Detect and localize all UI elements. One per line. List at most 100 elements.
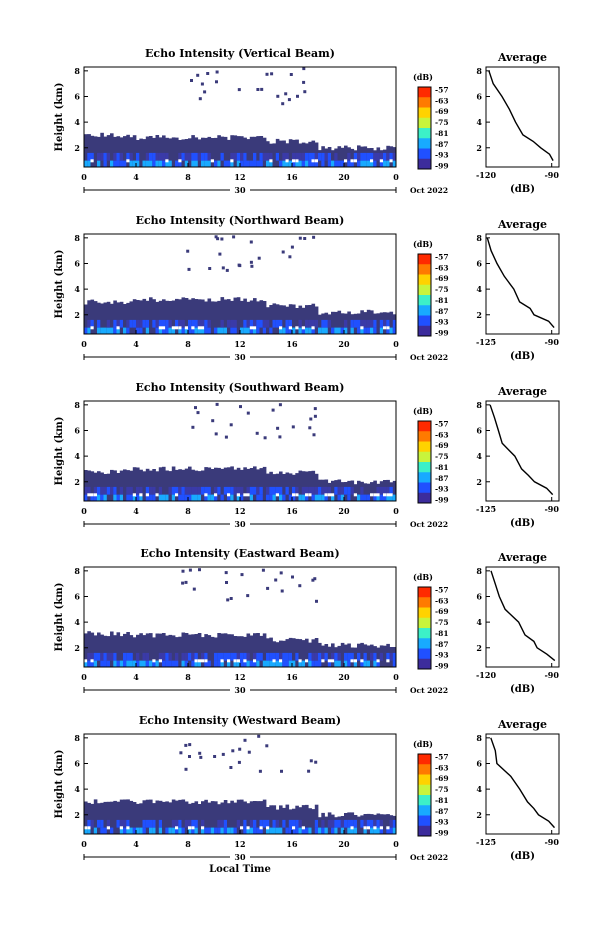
colorbar-label: -57: [435, 753, 449, 762]
heatmap-cell: [240, 327, 244, 334]
colorbar-label: -81: [435, 296, 449, 305]
heatmap-cell: [366, 494, 371, 501]
heatmap-cell: [272, 805, 277, 834]
heatmap-cell: [123, 469, 127, 501]
heatmap-cell: [129, 160, 134, 167]
heatmap-cell: [207, 319, 212, 328]
heatmap-cell: [113, 494, 117, 501]
heatmap-cell: [139, 803, 143, 834]
heatmap-cell: [197, 494, 202, 501]
y-tick-label: 4: [74, 117, 80, 127]
heatmap-cell: [132, 299, 137, 334]
avg-x-tick-label: -120: [476, 170, 496, 180]
heatmap-cell: [253, 801, 257, 834]
heatmap-cell: [191, 652, 195, 661]
heatmap-cell: [298, 660, 303, 667]
heatmap-gap: [126, 159, 130, 163]
heatmap-cell: [175, 637, 179, 667]
heatmap-cell: [230, 800, 234, 834]
heatmap-cell: [126, 827, 130, 834]
colorbar-segment: [418, 264, 431, 275]
heatmap-cell: [261, 568, 265, 572]
heatmap-cell: [119, 660, 124, 667]
heatmap-cell: [363, 152, 368, 161]
heatmap-cell: [204, 486, 208, 495]
heatmap-cell: [129, 319, 134, 328]
heatmap-cell: [178, 152, 182, 161]
heatmap-cell: [97, 319, 101, 328]
heatmap-cell: [357, 480, 361, 501]
colorbar-label: -99: [435, 829, 449, 838]
colorbar-label: -63: [435, 430, 449, 439]
heatmap-gap: [178, 159, 182, 163]
heatmap-cell: [311, 470, 316, 501]
heatmap-cell: [106, 801, 111, 834]
colorbar-segment: [418, 441, 431, 453]
date-label: Oct 2022: [410, 686, 448, 695]
heatmap-cell: [129, 301, 134, 334]
heatmap-cell: [337, 652, 342, 661]
heatmap-cell: [246, 827, 251, 834]
heatmap-cell: [331, 480, 335, 501]
heatmap-cell: [158, 819, 163, 828]
heatmap-cell: [87, 802, 91, 834]
heatmap-cell: [149, 152, 153, 161]
heatmap-cell: [265, 744, 269, 748]
heatmap-cell: [110, 327, 114, 334]
heatmap-cell: [350, 819, 355, 828]
heatmap-cell: [197, 633, 202, 667]
heatmap-cell: [383, 152, 387, 161]
heatmap-cell: [301, 471, 306, 501]
heatmap-cell: [340, 147, 345, 167]
heatmap-cell: [223, 800, 228, 834]
heatmap-cell: [272, 660, 277, 667]
heatmap-cell: [224, 435, 228, 439]
heatmap-cell: [119, 152, 124, 161]
heatmap-cell: [165, 319, 169, 328]
avg-x-tick-label: -90: [544, 504, 559, 514]
heatmap-cell: [188, 652, 192, 661]
heatmap-cell: [275, 660, 280, 667]
heatmap-cell: [136, 300, 140, 334]
heatmap-gap: [233, 659, 237, 663]
heatmap-cell: [214, 486, 218, 495]
heatmap-cell: [97, 160, 101, 167]
colorbar-label: -57: [435, 420, 449, 429]
x-tick-label: 0: [81, 672, 87, 682]
average-title: Average: [497, 551, 547, 564]
heatmap-cell: [253, 652, 257, 661]
heatmap-cell: [201, 137, 205, 167]
heatmap-cell: [256, 801, 260, 834]
heatmap-cell: [282, 660, 286, 667]
heatmap-cell: [366, 327, 371, 334]
heatmap-cell: [389, 327, 394, 334]
heatmap-cell: [389, 494, 394, 501]
heatmap-cell: [311, 494, 316, 501]
heatmap-cell: [194, 827, 199, 834]
heatmap-cell: [292, 638, 296, 667]
day-label-bg: [230, 852, 250, 862]
heatmap-cell: [220, 319, 225, 328]
heatmap-cell: [217, 135, 221, 167]
heatmap-cell: [269, 152, 273, 161]
heatmap-cell: [331, 327, 335, 334]
heatmap-cell: [253, 633, 257, 667]
heatmap-cell: [360, 327, 364, 334]
heatmap-cell: [270, 72, 274, 76]
heatmap-gap: [165, 159, 169, 163]
heatmap-cell: [84, 633, 88, 667]
colorbar-label: -99: [435, 496, 449, 505]
heatmap-cell: [181, 327, 186, 334]
colorbar-label: -93: [435, 651, 449, 660]
heatmap-cell: [357, 494, 361, 501]
heatmap-cell: [191, 152, 195, 161]
heatmap-cell: [288, 819, 293, 828]
heatmap-cell: [129, 152, 134, 161]
heatmap-cell: [142, 819, 147, 828]
heatmap-cell: [256, 652, 260, 661]
heatmap-cell: [392, 319, 397, 328]
heatmap-cell: [392, 480, 397, 501]
heatmap-cell: [197, 319, 202, 328]
heatmap-gap: [194, 659, 198, 663]
heatmap-cell: [223, 819, 228, 828]
